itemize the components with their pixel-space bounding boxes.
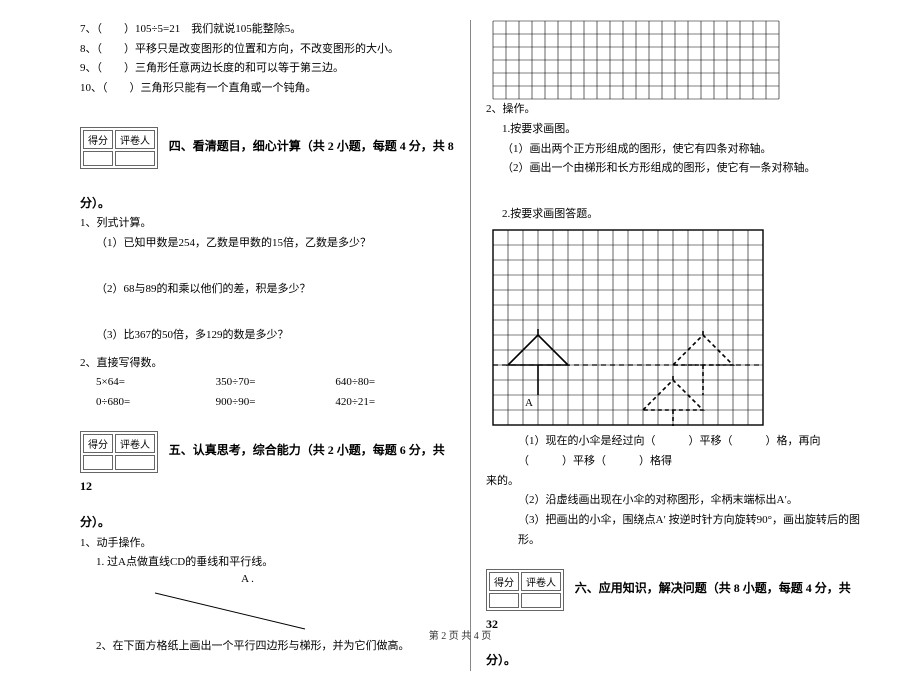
grader-label: 评卷人 (115, 434, 155, 453)
score-label: 得分 (83, 434, 113, 453)
calc-cell: 350÷70= (216, 373, 336, 393)
svg-text:A: A (525, 397, 533, 409)
calc-row-2: 0÷680= 900÷90= 420÷21= (96, 393, 455, 413)
calc-row-1: 5×64= 350÷70= 640÷80= (96, 373, 455, 393)
right-q2-2a-tail: 来的。 (486, 472, 861, 492)
sec4-q1b: （2）68与89的和乘以他们的差，积是多少？ (96, 280, 455, 300)
calc-cell: 0÷680= (96, 393, 216, 413)
sec5-title-tail: 分）。 (80, 512, 455, 534)
sec4-title-tail: 分）。 (80, 193, 455, 215)
sec6-title-tail: 分）。 (486, 650, 861, 672)
right-q2-2a: （1）现在的小伞是经过向（ ）平移（ ）格，再向（ ）平移（ ）格得 (518, 432, 861, 472)
score-box-sec6: 得分评卷人 (486, 569, 564, 611)
judgment-9: 9、（ ）三角形任意两边长度的和可以等于第三边。 (80, 59, 455, 78)
right-q2-1a: （1）画出两个正方形组成的图形，使它有四条对称轴。 (502, 140, 861, 160)
judgment-8: 8、（ ）平移只是改变图形的位置和方向，不改变图形的大小。 (80, 40, 455, 59)
sec4-q1c: （3）比367的50倍，多129的数是多少？ (96, 326, 455, 346)
right-q2-1: 1.按要求画图。 (502, 120, 861, 140)
right-q2-2b: （2）沿虚线画出现在小伞的对称图形，伞柄末端标出A′。 (518, 491, 861, 511)
score-box-sec5: 得分评卷人 (80, 431, 158, 473)
score-box-sec4: 得分评卷人 (80, 127, 158, 169)
judgment-7: 7、（ ）105÷5=21 我们就说105能整除5。 (80, 20, 455, 39)
page-footer: 第 2 页 共 4 页 (0, 627, 920, 642)
sec5-q1: 1、动手操作。 (80, 534, 455, 554)
score-label: 得分 (489, 572, 519, 591)
line-cd-icon (155, 591, 315, 631)
right-column: 2、操作。 1.按要求画图。 （1）画出两个正方形组成的图形，使它有四条对称轴。… (471, 20, 861, 671)
grader-label: 评卷人 (521, 572, 561, 591)
calc-cell: 5×64= (96, 373, 216, 393)
sec4-q2: 2、直接写得数。 (80, 354, 455, 374)
grid-umbrella: A (492, 229, 861, 426)
right-q2-2: 2.按要求画图答题。 (502, 205, 861, 225)
calc-cell: 900÷90= (216, 393, 336, 413)
sec5-q1a: 1. 过A点做直线CD的垂线和平行线。 (96, 553, 455, 573)
calc-cell: 640÷80= (335, 373, 455, 393)
right-q2-2c: （3）把画出的小伞，围绕点A′ 按逆时针方向旋转90°，画出旋转后的图形。 (518, 511, 861, 551)
sec4-title: 四、看清题目，细心计算（共 2 小题，每题 4 分，共 8 (169, 139, 454, 153)
left-column: 7、（ ）105÷5=21 我们就说105能整除5。 8、（ ）平移只是改变图形… (80, 20, 470, 671)
sec4-q1a: （1）已知甲数是254，乙数是甲数的15倍，乙数是多少？ (96, 234, 455, 254)
grid-top (492, 20, 861, 100)
right-q2: 2、操作。 (486, 100, 861, 120)
grader-label: 评卷人 (115, 130, 155, 149)
right-q2-1b: （2）画出一个由梯形和长方形组成的图形，使它有一条对称轴。 (502, 159, 861, 179)
sec4-q1: 1、列式计算。 (80, 214, 455, 234)
calc-cell: 420÷21= (335, 393, 455, 413)
point-a-label: A . (40, 573, 455, 585)
score-label: 得分 (83, 130, 113, 149)
judgment-10: 10、（ ）三角形只能有一个直角或一个钝角。 (80, 79, 455, 98)
